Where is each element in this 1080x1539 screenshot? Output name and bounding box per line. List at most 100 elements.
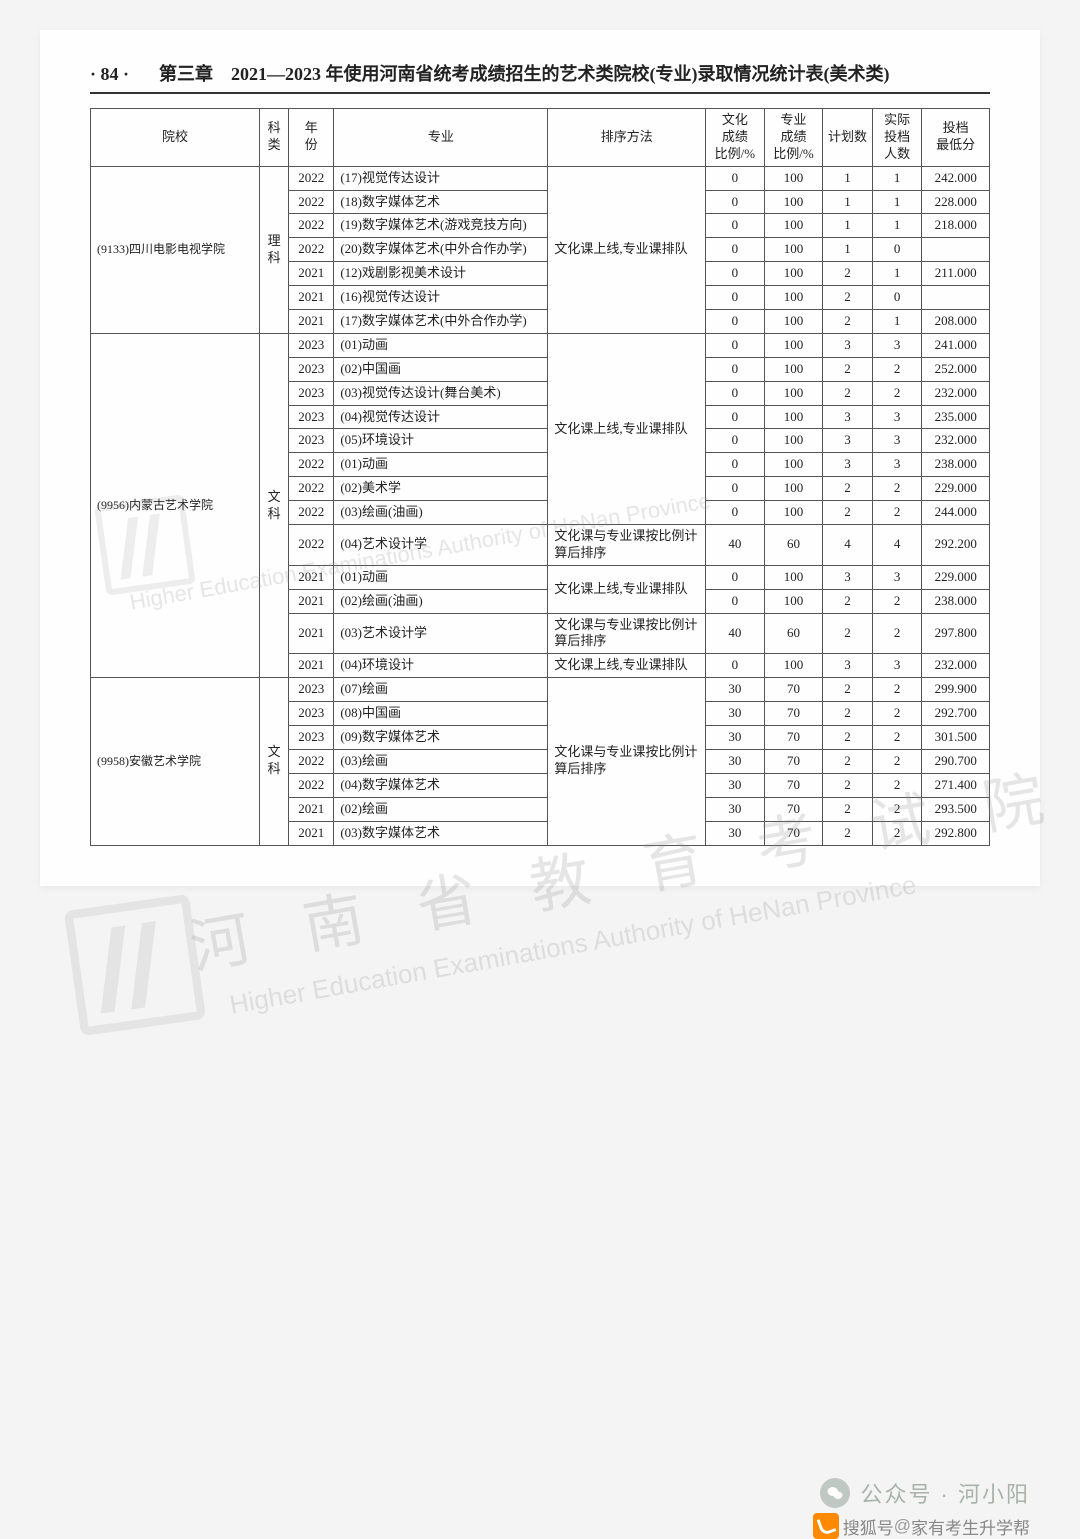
year-cell: 2023 <box>289 702 334 726</box>
plan-cell: 1 <box>823 166 873 190</box>
wen-cell: 30 <box>706 773 765 797</box>
actual-cell: 2 <box>872 589 922 613</box>
score-cell: 242.000 <box>922 166 990 190</box>
actual-cell: 2 <box>872 678 922 702</box>
plan-cell: 2 <box>823 726 873 750</box>
major-cell: (17)数字媒体艺术(中外合作办学) <box>334 310 548 334</box>
score-cell: 241.000 <box>922 333 990 357</box>
major-cell: (03)绘画(油画) <box>334 501 548 525</box>
zhuan-cell: 100 <box>764 453 823 477</box>
wen-cell: 0 <box>706 405 765 429</box>
wechat-icon <box>820 1478 850 1508</box>
major-cell: (18)数字媒体艺术 <box>334 190 548 214</box>
year-cell: 2021 <box>289 286 334 310</box>
score-cell: 238.000 <box>922 589 990 613</box>
zhuan-cell: 100 <box>764 310 823 334</box>
zhuan-cell: 70 <box>764 773 823 797</box>
actual-cell: 3 <box>872 333 922 357</box>
actual-cell: 2 <box>872 821 922 845</box>
wen-cell: 0 <box>706 310 765 334</box>
plan-cell: 2 <box>823 589 873 613</box>
major-cell: (04)艺术设计学 <box>334 525 548 566</box>
actual-cell: 4 <box>872 525 922 566</box>
major-cell: (04)环境设计 <box>334 654 548 678</box>
footer-brand: 公众号 · 河小阳 <box>820 1477 1030 1509</box>
year-cell: 2022 <box>289 190 334 214</box>
wen-cell: 0 <box>706 589 765 613</box>
school-cell: (9958)安徽艺术学院 <box>91 678 260 845</box>
plan-cell: 1 <box>823 214 873 238</box>
actual-cell: 1 <box>872 310 922 334</box>
actual-cell: 2 <box>872 613 922 654</box>
major-cell: (12)戏剧影视美术设计 <box>334 262 548 286</box>
major-cell: (03)绘画 <box>334 749 548 773</box>
zhuan-cell: 70 <box>764 821 823 845</box>
major-cell: (05)环境设计 <box>334 429 548 453</box>
score-cell: 293.500 <box>922 797 990 821</box>
year-cell: 2022 <box>289 749 334 773</box>
year-cell: 2022 <box>289 501 334 525</box>
year-cell: 2022 <box>289 773 334 797</box>
plan-cell: 3 <box>823 333 873 357</box>
actual-cell: 2 <box>872 381 922 405</box>
sort-method-cell: 文化课上线,专业课排队 <box>548 166 706 333</box>
year-cell: 2022 <box>289 166 334 190</box>
year-cell: 2023 <box>289 678 334 702</box>
sort-method-cell: 文化课与专业课按比例计算后排序 <box>548 678 706 845</box>
major-cell: (07)绘画 <box>334 678 548 702</box>
plan-cell: 2 <box>823 262 873 286</box>
score-cell: 292.200 <box>922 525 990 566</box>
plan-cell: 3 <box>823 429 873 453</box>
col-header: 计划数 <box>823 109 873 167</box>
year-cell: 2021 <box>289 654 334 678</box>
plan-cell: 2 <box>823 501 873 525</box>
actual-cell: 2 <box>872 726 922 750</box>
score-cell: 211.000 <box>922 262 990 286</box>
plan-cell: 1 <box>823 190 873 214</box>
actual-cell: 2 <box>872 477 922 501</box>
major-cell: (02)绘画(油画) <box>334 589 548 613</box>
actual-cell: 3 <box>872 429 922 453</box>
table-row: (9133)四川电影电视学院理科2022(17)视觉传达设计文化课上线,专业课排… <box>91 166 990 190</box>
page-container: · 84 · 第三章 2021—2023 年使用河南省统考成绩招生的艺术类院校(… <box>40 30 1040 886</box>
major-cell: (01)动画 <box>334 453 548 477</box>
score-cell <box>922 286 990 310</box>
actual-cell: 3 <box>872 405 922 429</box>
year-cell: 2022 <box>289 453 334 477</box>
zhuan-cell: 100 <box>764 405 823 429</box>
year-cell: 2021 <box>289 589 334 613</box>
wen-cell: 0 <box>706 262 765 286</box>
zhuan-cell: 70 <box>764 797 823 821</box>
score-cell: 244.000 <box>922 501 990 525</box>
wen-cell: 0 <box>706 381 765 405</box>
major-cell: (03)数字媒体艺术 <box>334 821 548 845</box>
year-cell: 2021 <box>289 310 334 334</box>
table-row: (9958)安徽艺术学院文科2023(07)绘画文化课与专业课按比例计算后排序3… <box>91 678 990 702</box>
col-header: 专业成绩比例/% <box>764 109 823 167</box>
score-cell: 229.000 <box>922 477 990 501</box>
plan-cell: 3 <box>823 654 873 678</box>
sort-method-cell: 文化课上线,专业课排队 <box>548 333 706 524</box>
subject-cell: 理科 <box>259 166 288 333</box>
year-cell: 2023 <box>289 405 334 429</box>
actual-cell: 3 <box>872 565 922 589</box>
zhuan-cell: 100 <box>764 214 823 238</box>
col-header: 院校 <box>91 109 260 167</box>
plan-cell: 2 <box>823 613 873 654</box>
zhuan-cell: 100 <box>764 238 823 262</box>
year-cell: 2021 <box>289 797 334 821</box>
major-cell: (03)视觉传达设计(舞台美术) <box>334 381 548 405</box>
sohu-label: 搜狐号 <box>843 1514 894 1539</box>
score-cell: 292.800 <box>922 821 990 845</box>
major-cell: (09)数字媒体艺术 <box>334 726 548 750</box>
admission-table: 院校科类年份专业排序方法文化成绩比例/%专业成绩比例/%计划数实际投档人数投档最… <box>90 108 990 846</box>
wen-cell: 30 <box>706 726 765 750</box>
sohu-icon <box>813 1513 839 1539</box>
wen-cell: 0 <box>706 333 765 357</box>
major-cell: (01)动画 <box>334 333 548 357</box>
year-cell: 2021 <box>289 821 334 845</box>
zhuan-cell: 70 <box>764 702 823 726</box>
wen-cell: 0 <box>706 214 765 238</box>
zhuan-cell: 100 <box>764 589 823 613</box>
wen-cell: 0 <box>706 501 765 525</box>
